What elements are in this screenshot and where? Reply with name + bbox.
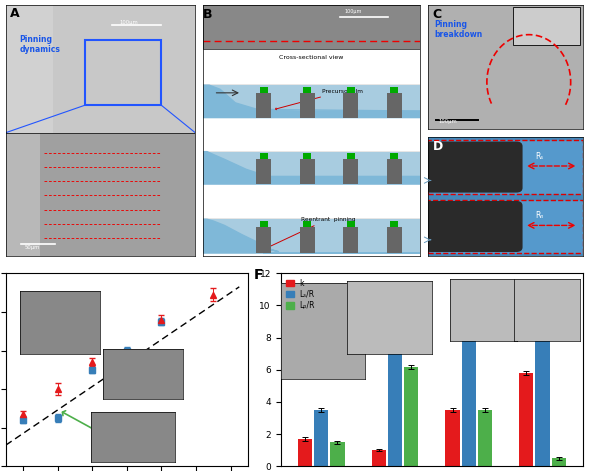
Bar: [300, 227, 315, 253]
Text: Reentrant  pinning: Reentrant pinning: [267, 217, 355, 248]
Bar: [372, 450, 386, 466]
Text: Precursor film: Precursor film: [276, 89, 363, 110]
Bar: [256, 227, 272, 253]
Bar: [388, 341, 402, 466]
Bar: [343, 159, 358, 184]
Text: 50μm: 50μm: [25, 245, 40, 250]
Bar: [6, 133, 195, 256]
Bar: [203, 85, 421, 118]
Text: 100μm: 100μm: [439, 119, 458, 123]
Bar: [260, 87, 267, 93]
Legend: k, Lₛ/R, Lₚ/R: k, Lₛ/R, Lₚ/R: [284, 277, 317, 312]
Bar: [391, 154, 398, 159]
Text: C: C: [432, 8, 442, 22]
Text: Rₛ: Rₛ: [535, 152, 544, 161]
Bar: [386, 159, 402, 184]
Text: D: D: [432, 140, 443, 154]
Bar: [347, 221, 355, 227]
Bar: [260, 221, 267, 227]
Bar: [343, 227, 358, 253]
Text: A: A: [9, 7, 19, 20]
Text: Pinning
breakdown: Pinning breakdown: [434, 20, 482, 39]
FancyBboxPatch shape: [425, 201, 522, 252]
Bar: [347, 87, 355, 93]
Bar: [428, 140, 583, 194]
Bar: [300, 159, 315, 184]
Bar: [256, 159, 272, 184]
Bar: [462, 322, 476, 466]
Bar: [391, 87, 398, 93]
Bar: [391, 221, 398, 227]
Bar: [330, 442, 345, 466]
Text: Pinning
dynamics: Pinning dynamics: [19, 35, 60, 54]
Text: 100μm: 100μm: [120, 20, 138, 25]
Bar: [6, 133, 40, 256]
Bar: [445, 410, 459, 466]
Polygon shape: [203, 219, 421, 253]
Bar: [343, 93, 358, 118]
Polygon shape: [203, 152, 421, 184]
Bar: [303, 221, 311, 227]
Text: B: B: [203, 8, 213, 22]
Text: F: F: [253, 268, 263, 282]
FancyBboxPatch shape: [425, 141, 522, 193]
Bar: [428, 200, 583, 253]
Bar: [314, 410, 328, 466]
Bar: [298, 439, 312, 466]
Bar: [347, 154, 355, 159]
Bar: [256, 93, 272, 118]
Text: 100μm: 100μm: [344, 9, 362, 15]
Polygon shape: [203, 85, 421, 118]
Text: Rₙ: Rₙ: [535, 211, 544, 220]
Bar: [6, 5, 195, 133]
Bar: [203, 219, 421, 253]
Bar: [478, 410, 492, 466]
Bar: [303, 87, 311, 93]
Bar: [519, 373, 534, 466]
Bar: [300, 93, 315, 118]
Bar: [513, 7, 580, 45]
Bar: [386, 93, 402, 118]
Bar: [386, 227, 402, 253]
Text: Cross-sectional view: Cross-sectional view: [279, 55, 344, 60]
Bar: [6, 5, 53, 133]
Bar: [85, 40, 161, 105]
Bar: [535, 318, 550, 466]
Bar: [203, 5, 421, 49]
Bar: [260, 154, 267, 159]
Bar: [203, 152, 421, 184]
Bar: [552, 458, 566, 466]
Bar: [303, 154, 311, 159]
Bar: [404, 366, 418, 466]
